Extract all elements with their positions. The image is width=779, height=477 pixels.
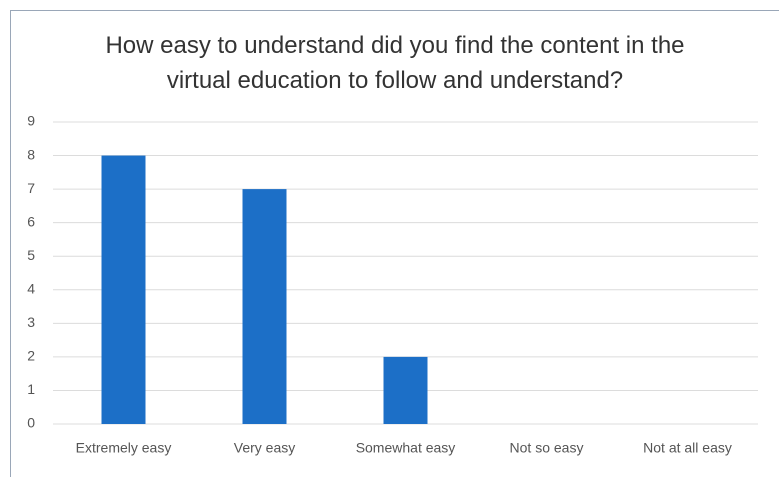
y-tick-label: 8 [27, 146, 35, 162]
y-tick-label: 7 [27, 180, 35, 196]
x-tick-label: Extremely easy [76, 440, 172, 456]
y-tick-label: 3 [27, 314, 35, 330]
y-tick-label: 9 [27, 113, 35, 129]
y-tick-label: 2 [27, 348, 35, 364]
y-tick-label: 4 [27, 280, 35, 296]
y-tick-label: 1 [27, 381, 35, 397]
bar [101, 155, 146, 425]
x-tick-label: Not so easy [510, 440, 584, 456]
x-tick-label: Very easy [234, 440, 295, 456]
y-tick-label: 5 [27, 247, 35, 263]
y-tick-label: 6 [27, 213, 35, 229]
x-tick-label: Not at all easy [643, 440, 732, 456]
chart-frame [10, 10, 779, 477]
x-tick-label: Somewhat easy [356, 440, 456, 456]
bar [242, 189, 287, 424]
chart-title: How easy to understand did you find the … [105, 32, 685, 94]
bar [383, 356, 428, 424]
y-tick-label: 0 [27, 415, 35, 431]
